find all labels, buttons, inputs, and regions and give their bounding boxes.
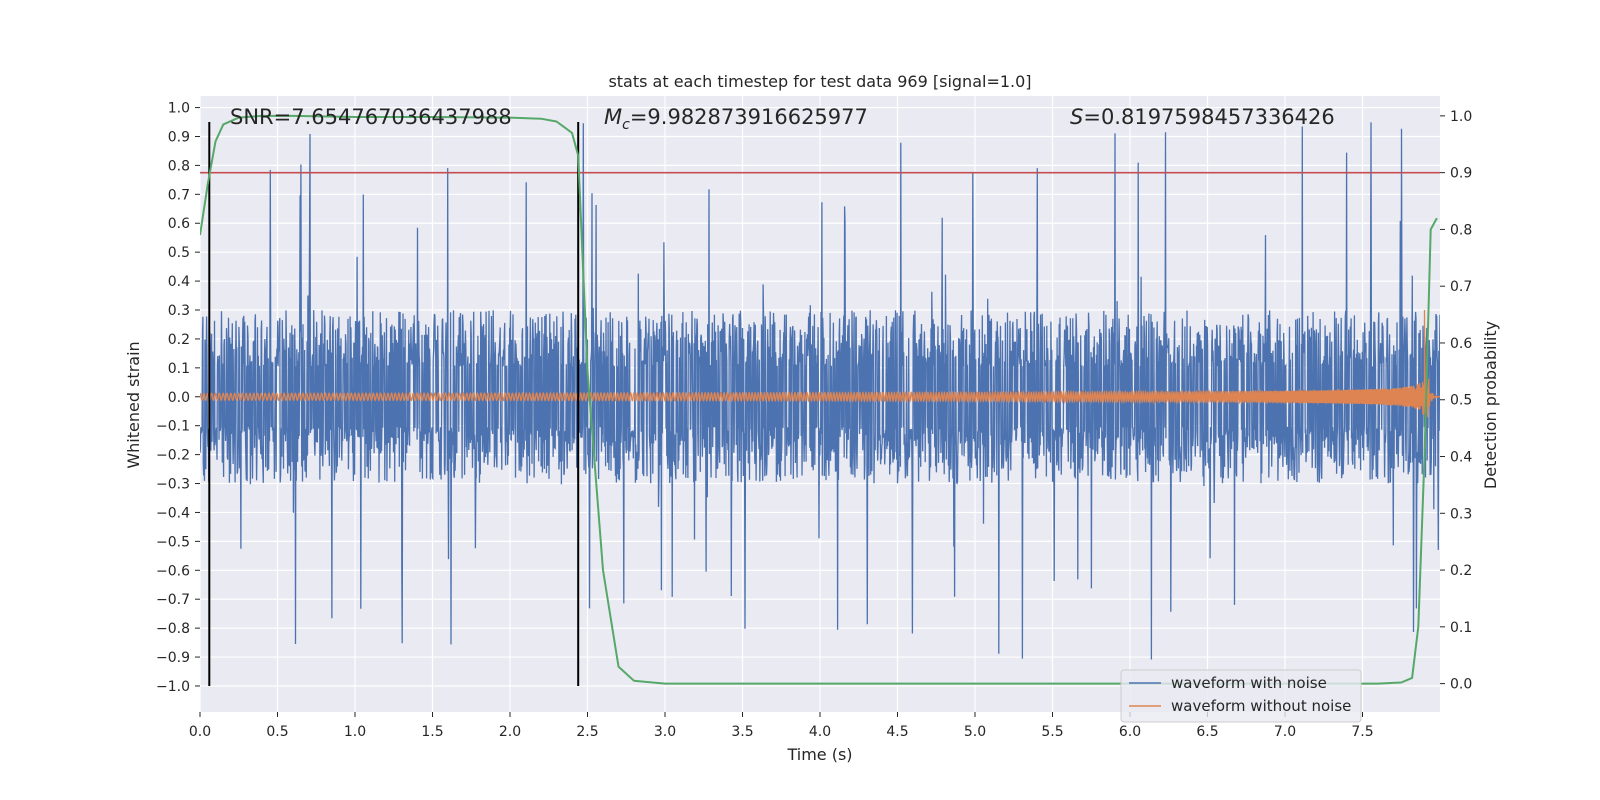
x-tick-label: 1.5 — [421, 724, 443, 740]
series-waveform-without-noise — [200, 309, 1440, 448]
snr-annotation: SNR=7.654767036437988 — [230, 105, 512, 129]
series-waveform-with-noise — [200, 122, 1440, 660]
legend-box — [1120, 669, 1362, 723]
x-tick-label: 2.0 — [499, 724, 521, 740]
y2-axis-label: Detection probability — [1481, 321, 1500, 489]
x-tick-label: 7.0 — [1274, 724, 1296, 740]
y-tick-label: −0.9 — [156, 650, 190, 666]
x-tick-label: 2.5 — [576, 724, 598, 740]
chirp-mass-annotation: Mc=9.982873916625977 — [604, 105, 868, 133]
y-tick-label: 0.6 — [168, 216, 190, 232]
y2-tick-label: 0.0 — [1450, 677, 1472, 693]
chirp-mass-value: =9.982873916625977 — [630, 105, 868, 129]
chirp-mass-subscript: c — [622, 117, 630, 133]
y-tick-label: 0.2 — [168, 332, 190, 348]
x-tick-label: 6.5 — [1196, 724, 1218, 740]
y-tick-label: 0.9 — [168, 129, 190, 145]
y-tick-label: −0.6 — [156, 563, 190, 579]
x-axis-label: Time (s) — [786, 745, 852, 764]
s-symbol: S — [1070, 105, 1083, 129]
y-tick-label: −0.8 — [156, 621, 190, 637]
y-tick-label: 0.4 — [168, 274, 190, 290]
x-tick-label: 5.5 — [1041, 724, 1063, 740]
y2-tick-label: 0.6 — [1450, 336, 1472, 352]
x-tick-label: 6.0 — [1119, 724, 1141, 740]
x-tick-label: 4.0 — [809, 724, 831, 740]
y2-tick-label: 0.2 — [1450, 563, 1472, 579]
y-tick-label: −0.1 — [156, 419, 190, 435]
snr-probability-annotation: S=0.8197598457336426 — [1070, 105, 1335, 129]
y2-tick-label: 0.7 — [1450, 279, 1472, 295]
y2-tick-label: 0.1 — [1450, 620, 1472, 636]
x-tick-label: 5.0 — [964, 724, 986, 740]
gridlines — [199, 96, 1440, 712]
y-tick-label: 0.8 — [168, 158, 190, 174]
y2-tick-label: 0.5 — [1450, 393, 1472, 409]
series-detection-probability — [200, 114, 1438, 685]
x-tick-label: 3.0 — [654, 724, 676, 740]
y2-tick-label: 1.0 — [1450, 109, 1472, 125]
y-tick-label: 0.3 — [168, 303, 190, 319]
y-tick-label: −0.5 — [156, 534, 190, 550]
legend-label-clean: waveform without noise — [1171, 697, 1351, 715]
y-tick-label: −0.7 — [156, 592, 190, 608]
y2-tick-label: 0.8 — [1450, 222, 1472, 238]
x-tick-label: 1.0 — [344, 724, 366, 740]
y-tick-label: 0.0 — [168, 390, 190, 406]
chart-title: stats at each timestep for test data 969… — [608, 72, 1031, 91]
x-tick-label: 3.5 — [731, 724, 753, 740]
y2-tick-label: 0.4 — [1450, 450, 1472, 466]
x-tick-label: 7.5 — [1351, 724, 1373, 740]
chirp-mass-symbol: M — [604, 105, 622, 129]
y-tick-label: −0.3 — [156, 477, 190, 493]
y2-tick-label: 0.9 — [1450, 166, 1472, 182]
y-tick-label: 0.1 — [168, 361, 190, 377]
x-tick-label: 0.5 — [266, 724, 288, 740]
y2-tick-label: 0.3 — [1450, 506, 1472, 522]
y-tick-label: −0.2 — [156, 448, 190, 464]
x-tick-label: 4.5 — [886, 724, 908, 740]
y-axis-label: Whitened strain — [124, 341, 143, 468]
y-tick-label: 1.0 — [168, 101, 190, 117]
x-tick-label: 0.0 — [189, 724, 211, 740]
y-tick-label: −0.4 — [156, 505, 190, 521]
legend: waveform with noise waveform without noi… — [1120, 669, 1362, 723]
s-value: =0.8197598457336426 — [1083, 105, 1334, 129]
y-tick-label: 0.5 — [168, 245, 190, 261]
y-tick-label: 0.7 — [168, 187, 190, 203]
legend-label-noise: waveform with noise — [1171, 674, 1327, 692]
y-tick-label: −1.0 — [156, 679, 190, 695]
